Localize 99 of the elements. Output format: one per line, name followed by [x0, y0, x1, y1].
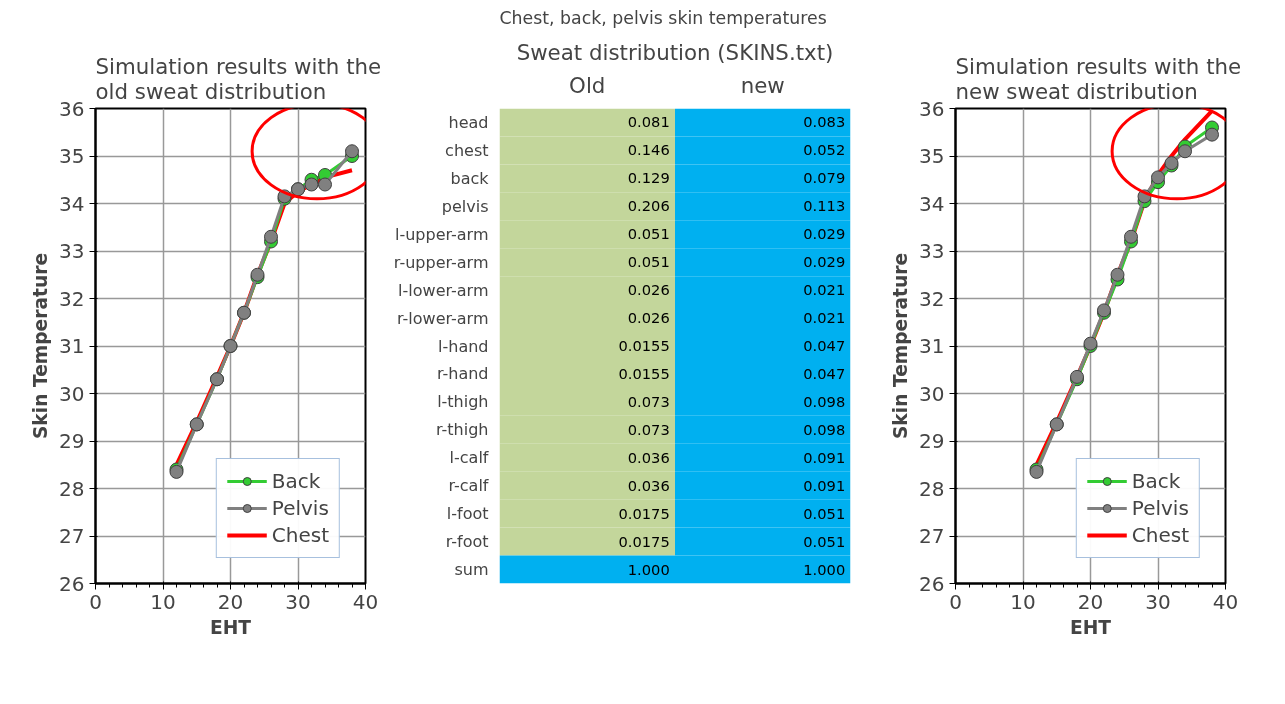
x-tick-label: 10: [150, 589, 176, 614]
y-tick-label: 31: [919, 334, 945, 358]
data-label: 0.081: [627, 113, 670, 131]
y-tick-label: pelvis: [441, 196, 489, 216]
x-tick-label: 40: [1212, 589, 1239, 614]
data-label: 0.073: [627, 392, 670, 410]
data-label: 0.146: [627, 141, 670, 159]
data-label: 0.051: [803, 504, 846, 522]
y-axis-title: Skin Temperature: [30, 252, 52, 440]
data-label: 0.098: [803, 392, 846, 410]
x-tick-label: Old: [569, 72, 606, 98]
y-tick-label: l-foot: [446, 504, 489, 524]
x-tick-label: 20: [1077, 589, 1104, 614]
y-tick-label: 32: [919, 286, 945, 311]
legend-label: Chest: [1131, 523, 1189, 547]
legend-label: Pelvis: [1131, 496, 1189, 520]
y-tick-label: 26: [919, 571, 945, 596]
y-tick-label: 33: [59, 239, 85, 263]
legend-label: Back: [271, 469, 321, 493]
y-tick-label: r-foot: [445, 532, 489, 552]
chart-title: Simulation results with the old sweat distribution: [95, 53, 382, 104]
y-axis-title: Skin Temperature: [890, 252, 912, 440]
y-tick-label: 26: [59, 571, 85, 596]
x-tick-label: 0: [949, 589, 962, 614]
y-tick-label: r-hand: [436, 364, 489, 384]
chart-title: Simulation results with the new sweat distribution: [955, 53, 1242, 104]
data-label: 0.036: [627, 448, 670, 466]
data-label: 1.000: [803, 560, 846, 578]
y-tick-label: 36: [59, 96, 85, 121]
y-tick-label: sum: [454, 560, 489, 580]
data-label: 0.0175: [618, 504, 670, 522]
legend-label: Back: [1131, 469, 1181, 493]
y-tick-label: l-upper-arm: [394, 224, 489, 244]
y-tick-label: l-hand: [438, 336, 489, 356]
y-tick-label: 34: [919, 191, 945, 216]
data-label: 0.073: [627, 420, 670, 438]
data-label: 0.051: [803, 532, 846, 550]
data-label: 0.051: [627, 225, 670, 243]
x-axis-title: EHT: [209, 616, 252, 638]
y-tick-label: 27: [59, 524, 85, 548]
y-tick-label: 27: [919, 524, 945, 548]
data-label: 1.000: [627, 560, 670, 578]
legend-label: Pelvis: [271, 496, 329, 520]
data-label: 0.091: [803, 448, 846, 466]
y-tick-label: 29: [59, 429, 85, 453]
data-label: 0.026: [627, 309, 670, 327]
data-label: 0.206: [627, 197, 670, 215]
y-tick-label: l-lower-arm: [398, 280, 489, 300]
y-tick-label: 33: [919, 239, 945, 263]
x-axis-title: EHT: [1069, 616, 1112, 638]
data-label: 0.0155: [618, 337, 670, 354]
y-tick-label: 34: [59, 191, 85, 216]
y-tick-label: 35: [919, 144, 945, 168]
x-tick-label: 20: [217, 589, 244, 614]
data-label: 0.029: [803, 253, 846, 271]
y-tick-label: 28: [919, 476, 945, 501]
y-tick-label: 29: [919, 429, 945, 453]
data-label: 0.051: [627, 253, 670, 271]
data-label: 0.029: [803, 225, 846, 243]
x-tick-label: 40: [352, 589, 379, 614]
y-tick-label: chest: [445, 140, 489, 160]
y-tick-label: 35: [59, 144, 85, 168]
data-label: 0.021: [803, 281, 846, 299]
x-tick-label: 30: [1145, 589, 1171, 614]
x-tick-label: 0: [89, 589, 102, 614]
data-label: 0.052: [803, 141, 846, 159]
y-tick-label: r-calf: [448, 476, 489, 496]
legend-label: Chest: [271, 523, 329, 547]
y-tick-label: r-thigh: [436, 420, 489, 440]
data-label: 0.0155: [618, 364, 670, 382]
data-label: 0.113: [803, 197, 846, 215]
data-label: 0.0175: [618, 532, 670, 550]
data-label: 0.021: [803, 309, 846, 327]
y-tick-label: r-lower-arm: [396, 308, 489, 328]
y-tick-label: 28: [59, 476, 85, 501]
data-label: 0.083: [803, 113, 846, 131]
chart-title: Chest, back, pelvis skin temperatures: [499, 7, 827, 28]
y-tick-label: r-upper-arm: [393, 252, 489, 272]
y-tick-label: 32: [59, 286, 85, 311]
x-tick-label: 10: [1010, 589, 1036, 614]
x-tick-label: 30: [285, 589, 311, 614]
data-label: 0.091: [803, 476, 846, 494]
y-tick-label: back: [450, 168, 490, 188]
data-label: 0.036: [627, 476, 670, 494]
y-tick-label: l-calf: [449, 448, 489, 468]
y-tick-label: 30: [919, 381, 945, 406]
data-label: 0.098: [803, 420, 846, 438]
y-tick-label: head: [448, 112, 489, 132]
y-tick-label: l-thigh: [437, 392, 489, 412]
data-label: 0.047: [803, 364, 846, 382]
data-label: 0.047: [803, 337, 846, 354]
y-tick-label: 31: [59, 334, 85, 358]
x-tick-label: new: [740, 72, 785, 98]
y-tick-label: 30: [59, 381, 85, 406]
data-label: 0.026: [627, 281, 670, 299]
chart-subtitle: Sweat distribution (SKINS.txt): [516, 39, 834, 65]
data-label: 0.079: [803, 169, 846, 187]
data-label: 0.129: [627, 169, 670, 187]
y-tick-label: 36: [919, 96, 945, 121]
